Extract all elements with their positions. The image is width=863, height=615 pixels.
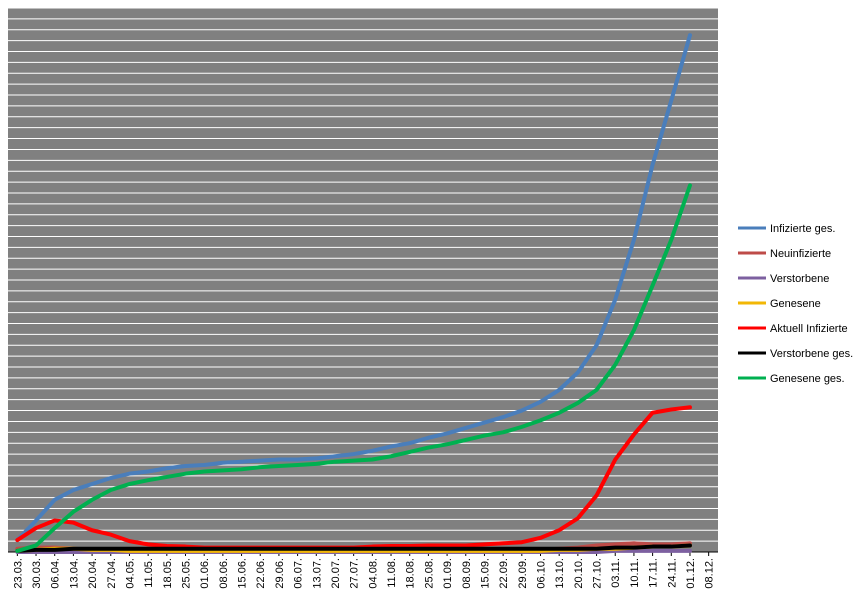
x-tick-label: 23.03. xyxy=(12,558,24,589)
x-tick-label: 30.03. xyxy=(31,558,43,589)
series-line xyxy=(15,183,692,553)
series-line xyxy=(15,543,692,553)
x-tick-label: 27.10. xyxy=(592,558,604,589)
legend-label: Neuinfizierte xyxy=(770,248,831,260)
legend-label: Verstorbene xyxy=(770,273,829,285)
x-tick-label: 08.06. xyxy=(218,558,230,589)
x-tick-label: 15.09. xyxy=(479,558,491,589)
legend-label: Aktuell Infizierte xyxy=(770,323,848,335)
x-tick-label: 13.04. xyxy=(68,558,80,589)
x-tick-label: 11.05. xyxy=(143,558,155,588)
x-tick-label: 27.07. xyxy=(349,558,361,589)
x-tick-label: 01.09. xyxy=(442,558,454,589)
x-tick-label: 25.05. xyxy=(181,558,193,589)
legend-label: Infizierte ges. xyxy=(770,223,835,235)
x-tick-label: 22.06. xyxy=(255,558,267,589)
x-tick-label: 11.08. xyxy=(386,558,398,588)
x-tick-label: 27.04. xyxy=(106,558,118,589)
x-tick-label: 01.12. xyxy=(685,558,697,589)
x-tick-label: 08.12. xyxy=(704,558,716,589)
x-tick-label: 06.04. xyxy=(50,558,62,589)
legend-label: Genesene xyxy=(770,298,821,310)
x-tick-label: 01.06. xyxy=(199,558,211,589)
x-tick-label: 22.09. xyxy=(498,558,510,589)
x-tick-label: 13.07. xyxy=(311,558,323,589)
series-line xyxy=(15,33,692,543)
x-tick-label: 13.10. xyxy=(554,558,566,589)
x-tick-label: 18.08. xyxy=(405,558,417,589)
x-tick-label: 04.08. xyxy=(367,558,379,589)
x-tick-label: 06.10. xyxy=(536,558,548,589)
x-tick-label: 20.04. xyxy=(87,558,99,589)
x-tick-label: 24.11. xyxy=(666,558,678,588)
x-tick-label: 03.11. xyxy=(610,558,622,588)
x-tick-label: 29.09. xyxy=(517,558,529,589)
x-tick-label: 17.11. xyxy=(648,558,660,588)
x-tick-label: 06.07. xyxy=(293,558,305,589)
x-tick-label: 10.11. xyxy=(629,558,641,588)
legend-label: Verstorbene ges. xyxy=(770,348,853,360)
x-tick-label: 29.06. xyxy=(274,558,286,589)
x-tick-label: 20.07. xyxy=(330,558,342,589)
x-tick-label: 08.09. xyxy=(461,558,473,589)
x-tick-label: 20.10. xyxy=(573,558,585,589)
x-tick-label: 04.05. xyxy=(124,558,136,589)
legend-label: Genesene ges. xyxy=(770,373,845,385)
x-tick-label: 18.05. xyxy=(162,558,174,589)
x-tick-label: 25.08. xyxy=(423,558,435,589)
x-tick-label: 15.06. xyxy=(237,558,249,589)
